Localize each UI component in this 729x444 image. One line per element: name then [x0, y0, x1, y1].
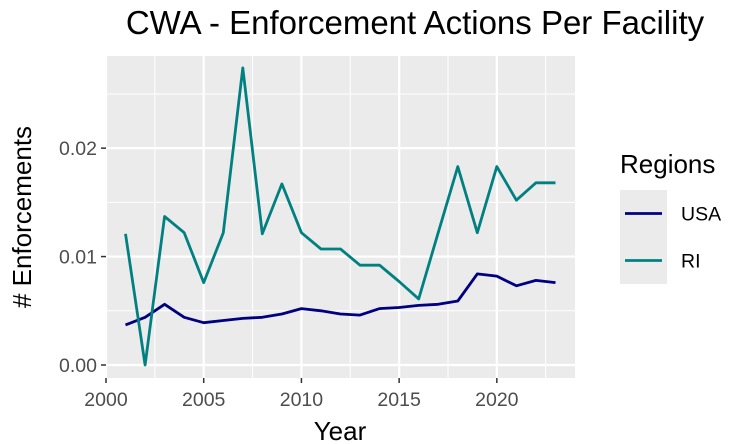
chart-title: CWA - Enforcement Actions Per Facility	[126, 4, 705, 41]
x-tick-label: 2005	[182, 389, 226, 411]
x-axis: 2000 2005 2010 2015 2020	[84, 378, 519, 411]
y-tick-label: 0.02	[59, 138, 97, 160]
series-line-ri	[124, 66, 556, 367]
legend-title: Regions	[620, 149, 715, 179]
legend: Regions USA RI	[620, 149, 721, 284]
legend-label-ri: RI	[681, 251, 701, 273]
series-line-usa	[124, 272, 556, 327]
x-tick-label: 2015	[377, 389, 421, 411]
y-tick-label: 0.01	[59, 247, 97, 269]
x-tick-label: 2010	[280, 389, 324, 411]
y-axis: 0.00 0.01 0.02	[59, 138, 106, 377]
x-axis-title: Year	[314, 416, 367, 444]
y-axis-title: # Enforcements	[7, 126, 37, 308]
gridlines	[104, 56, 575, 378]
x-tick-label: 2000	[84, 389, 128, 411]
x-tick-label: 2020	[475, 389, 519, 411]
plot-panel	[106, 56, 575, 378]
y-tick-label: 0.00	[59, 355, 97, 377]
legend-label-usa: USA	[681, 204, 721, 226]
series-lines	[124, 66, 556, 367]
legend-items: USA RI	[620, 190, 721, 284]
